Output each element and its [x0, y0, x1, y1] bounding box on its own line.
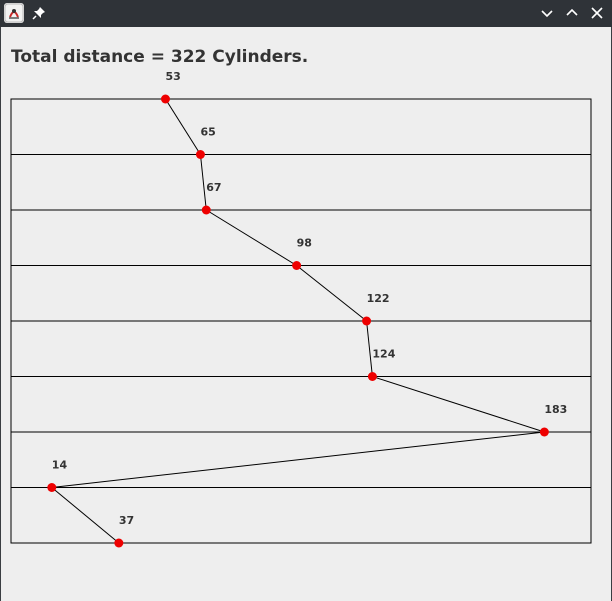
seek-segment [51, 431, 545, 488]
request-point [367, 372, 377, 381]
request-label: 98 [297, 237, 312, 250]
request-point [47, 483, 57, 492]
request-label: 67 [206, 181, 221, 194]
close-icon[interactable] [589, 5, 605, 21]
request-label: 37 [119, 514, 134, 527]
request-point [292, 261, 302, 270]
seek-segment [206, 209, 297, 266]
request-point [362, 316, 372, 326]
maximize-icon[interactable] [564, 5, 580, 21]
seek-chart: 53 65 67 98 122 124 183 14 37 [10, 70, 592, 548]
request-point [195, 150, 205, 159]
request-label: 65 [200, 126, 215, 139]
seek-segment [199, 154, 207, 211]
request-label: 122 [367, 292, 390, 305]
request-point [160, 94, 170, 104]
request-point [201, 205, 211, 215]
seek-segment [296, 265, 367, 322]
seek-segment [366, 320, 373, 377]
seek-segment [372, 376, 545, 433]
request-point [114, 538, 124, 548]
pin-icon[interactable] [31, 5, 47, 21]
minimize-icon[interactable] [539, 5, 555, 21]
java-app-icon [4, 3, 24, 23]
request-label: 14 [52, 459, 68, 472]
seek-segment [51, 487, 120, 544]
total-distance-label: Total distance = 322 Cylinders. [11, 47, 309, 67]
title-bar[interactable] [0, 0, 612, 27]
request-point [539, 427, 549, 437]
request-label: 124 [372, 348, 395, 361]
request-label: 53 [165, 70, 180, 83]
seek-segment [165, 98, 201, 155]
content-panel: Total distance = 322 Cylinders. 53 65 67 98… [0, 27, 612, 601]
request-label: 183 [544, 403, 567, 416]
